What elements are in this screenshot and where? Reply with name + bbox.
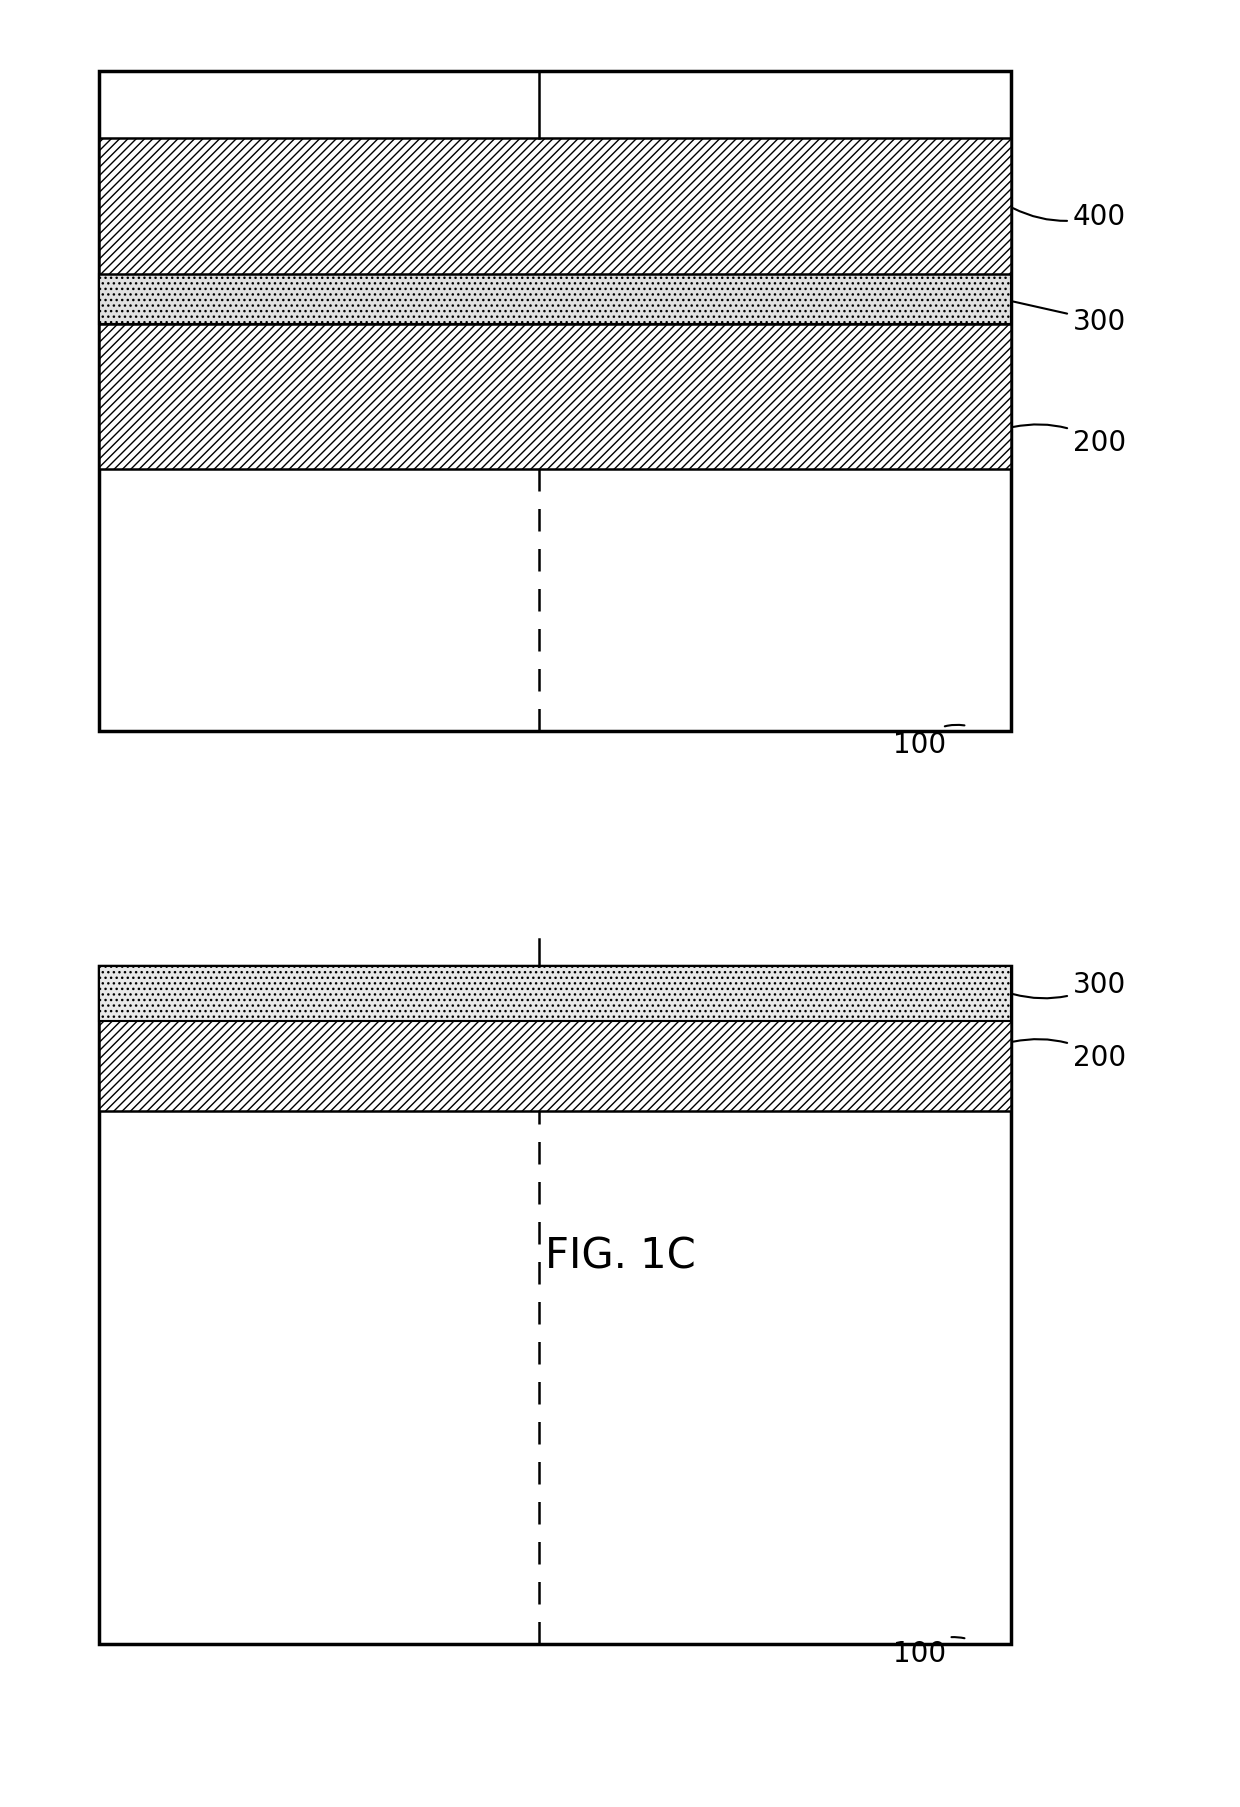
Text: 300: 300 xyxy=(1013,970,1126,999)
Text: FIG. 1D: FIG. 1D xyxy=(543,204,697,248)
Bar xyxy=(99,325,1011,470)
Text: FIG. 1C: FIG. 1C xyxy=(544,1234,696,1278)
Bar xyxy=(99,275,1011,325)
Bar xyxy=(99,139,1011,275)
Text: 400: 400 xyxy=(1013,202,1126,231)
Text: 300: 300 xyxy=(1013,302,1126,336)
Text: 200: 200 xyxy=(1013,1039,1126,1072)
Bar xyxy=(99,967,1011,1111)
Bar xyxy=(99,967,1011,1021)
Text: 200: 200 xyxy=(1013,425,1126,457)
Bar xyxy=(99,967,1011,1644)
Text: 100: 100 xyxy=(893,1637,965,1668)
Text: 100: 100 xyxy=(893,725,965,759)
Bar xyxy=(99,72,1011,732)
